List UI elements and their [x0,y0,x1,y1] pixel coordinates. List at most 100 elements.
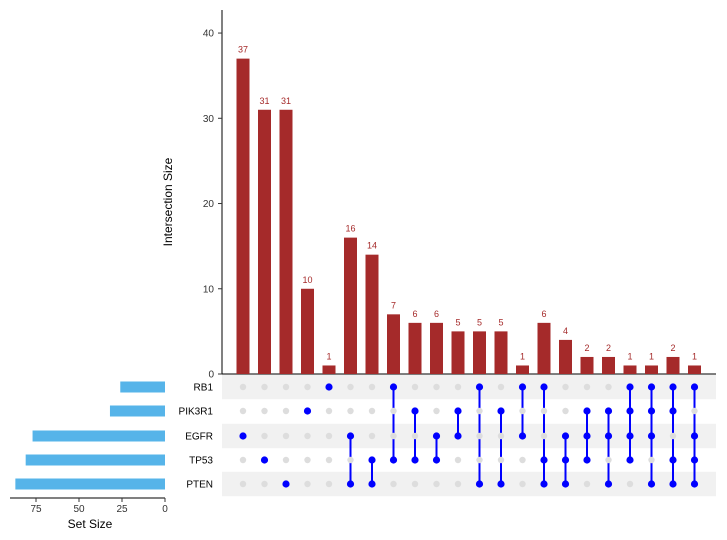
intersection-bar [473,331,486,374]
matrix-dot-inactive [239,407,247,415]
y-tick-label: 30 [203,114,215,125]
bar-value-label: 31 [281,96,291,106]
matrix-dot-active [669,480,677,488]
matrix-dot-inactive [261,383,268,391]
matrix-dot-inactive [282,432,290,440]
bar-value-label: 5 [477,317,482,327]
intersection-bar [580,356,594,374]
matrix-dot-active [690,432,699,440]
matrix-dot-inactive [368,432,376,440]
bar-value-label: 1 [627,351,632,361]
bar-value-label: 2 [670,343,675,353]
matrix-dot-inactive [497,432,505,440]
set-label: EGFR [185,432,213,443]
matrix-dot-active [604,432,613,440]
matrix-dot-active [454,432,462,440]
matrix-dot-active [368,456,376,464]
matrix-dot-active [669,407,677,415]
matrix-dot-inactive [304,432,311,440]
matrix-dot-inactive [239,456,247,464]
matrix-dot-active [647,383,656,391]
matrix-dot-inactive [304,456,311,464]
matrix-stripe [222,423,716,449]
bar-value-label: 16 [345,224,355,234]
matrix-dot-active [325,383,333,391]
matrix-dot-inactive [497,383,505,391]
set-size-bar [120,381,165,393]
matrix-dot-active [432,456,441,464]
set-size-bar [15,478,165,490]
y-tick-label: 40 [203,29,215,40]
matrix-dot-active [260,456,269,464]
bar-value-label: 1 [326,351,331,361]
matrix-dot-active [690,456,699,464]
matrix-dot-inactive [261,407,268,415]
matrix-dot-inactive [368,383,376,391]
y-tick-label: 10 [203,284,215,295]
intersection-bar [666,356,680,374]
matrix-dot-inactive [669,432,677,440]
matrix-dot-active [346,432,355,440]
matrix-dot-inactive [433,407,440,415]
bar-value-label: 10 [302,275,312,285]
matrix-dot-inactive [390,407,397,415]
bar-value-label: 7 [391,300,396,310]
matrix-dot-inactive [433,480,440,488]
matrix-dot-inactive [476,456,483,464]
matrix-dot-active [626,456,634,464]
matrix-dot-active [647,407,656,415]
set-label: PTEN [186,480,213,491]
matrix-dot-active [540,383,548,391]
bar-value-label: 5 [498,317,503,327]
matrix-dot-inactive [347,456,354,464]
matrix-dot-inactive [454,480,462,488]
y-tick-label: 0 [208,370,214,381]
bar-value-label: 4 [563,326,568,336]
intersection-bar [516,365,529,374]
matrix-dot-active [626,407,634,415]
matrix-dot-inactive [411,432,419,440]
intersection-bar [279,109,293,374]
matrix-dot-inactive [390,432,397,440]
intersection-bar [258,109,271,374]
bar-value-label: 6 [541,309,546,319]
matrix-dot-active [475,480,484,488]
matrix-dot-inactive [605,383,612,391]
matrix-dot-active [647,480,656,488]
intersection-bar [451,331,465,374]
matrix-dot-active [540,456,548,464]
bar-value-label: 1 [692,351,697,361]
intersection-bar [559,339,572,374]
matrix-dot-active [583,456,591,464]
matrix-dot-active [561,456,570,464]
matrix-dot-inactive [282,407,290,415]
matrix-dot-active [303,407,312,415]
matrix-dot-inactive [562,407,569,415]
matrix-dot-inactive [411,383,419,391]
matrix-dot-inactive [691,407,698,415]
matrix-dot-inactive [261,432,268,440]
set-label: PIK3R1 [179,407,214,418]
matrix-dot-inactive [304,480,311,488]
matrix-dot-active [690,383,699,391]
bar-value-label: 6 [434,309,439,319]
matrix-dot-active [583,407,591,415]
matrix-dot-inactive [239,383,247,391]
set-label: TP53 [189,456,213,467]
matrix-dot-inactive [648,456,655,464]
matrix-dot-active [583,432,591,440]
matrix-dot-inactive [454,383,462,391]
matrix-dot-inactive [239,480,247,488]
matrix-dot-active [432,432,441,440]
matrix-dot-active [647,432,656,440]
intersection-bar [645,365,658,374]
matrix-dot-active [239,432,247,440]
matrix-dot-active [475,383,484,391]
set-size-bar [109,405,165,417]
intersection-bar [623,365,637,374]
matrix-dot-active [282,480,290,488]
matrix-dot-active [626,383,634,391]
matrix-dot-inactive [282,456,290,464]
matrix-dot-active [497,480,505,488]
matrix-dot-inactive [325,432,333,440]
